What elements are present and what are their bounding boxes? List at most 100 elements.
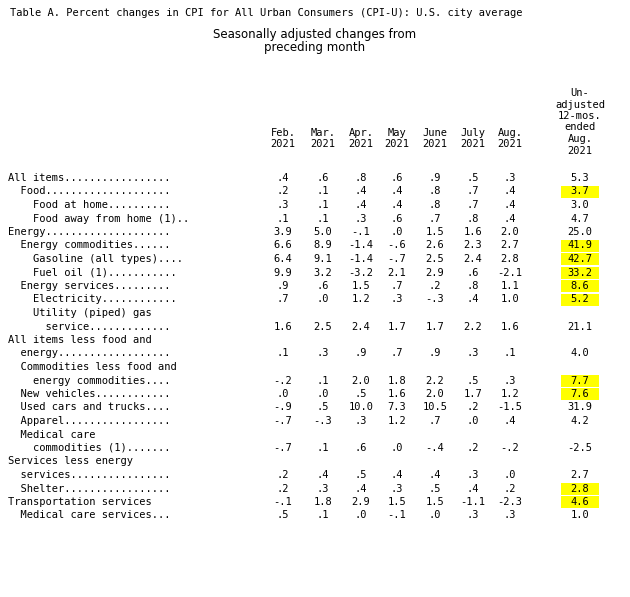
Text: .2: .2 xyxy=(467,402,479,413)
Text: .6: .6 xyxy=(317,281,329,291)
Text: 12-mos.: 12-mos. xyxy=(558,111,602,121)
Text: Medical care services...: Medical care services... xyxy=(8,510,171,521)
Text: 9.9: 9.9 xyxy=(273,267,292,278)
Text: -.2: -.2 xyxy=(273,376,292,386)
Text: -1.4: -1.4 xyxy=(348,254,374,264)
Text: 1.5: 1.5 xyxy=(352,281,370,291)
Text: 7.6: 7.6 xyxy=(571,389,590,399)
Text: -.6: -.6 xyxy=(387,241,406,251)
Text: .5: .5 xyxy=(277,510,289,521)
Text: Mar.: Mar. xyxy=(311,128,336,138)
Text: -2.3: -2.3 xyxy=(498,497,522,507)
Text: 2.5: 2.5 xyxy=(426,254,444,264)
Text: July: July xyxy=(461,128,486,138)
Text: .1: .1 xyxy=(504,349,516,359)
Text: .4: .4 xyxy=(504,214,516,223)
Text: .3: .3 xyxy=(355,214,367,223)
Text: -1.1: -1.1 xyxy=(461,497,486,507)
Text: 2.1: 2.1 xyxy=(387,267,406,278)
Text: .0: .0 xyxy=(317,389,329,399)
Text: Transportation services: Transportation services xyxy=(8,497,152,507)
Text: .3: .3 xyxy=(467,510,479,521)
Text: .3: .3 xyxy=(391,484,403,494)
Text: .3: .3 xyxy=(355,416,367,426)
Text: .1: .1 xyxy=(317,443,329,453)
Text: Electricity............: Electricity............ xyxy=(8,294,177,304)
Text: 2.0: 2.0 xyxy=(352,376,370,386)
Text: -.3: -.3 xyxy=(426,294,444,304)
Text: 4.2: 4.2 xyxy=(571,416,590,426)
Text: .4: .4 xyxy=(504,416,516,426)
Text: .3: .3 xyxy=(504,510,516,521)
Text: 2021: 2021 xyxy=(384,139,410,149)
Bar xyxy=(561,239,599,252)
Bar xyxy=(561,253,599,266)
Text: .0: .0 xyxy=(317,294,329,304)
Text: Apr.: Apr. xyxy=(348,128,374,138)
Text: All items less food and: All items less food and xyxy=(8,335,152,345)
Text: 1.5: 1.5 xyxy=(426,227,444,237)
Text: 1.6: 1.6 xyxy=(273,322,292,331)
Text: .8: .8 xyxy=(429,186,441,196)
Text: .7: .7 xyxy=(391,349,403,359)
Text: 1.2: 1.2 xyxy=(387,416,406,426)
Text: .9: .9 xyxy=(277,281,289,291)
Text: -.2: -.2 xyxy=(501,443,519,453)
Text: .8: .8 xyxy=(467,281,479,291)
Text: .4: .4 xyxy=(504,200,516,210)
Text: .7: .7 xyxy=(429,214,441,223)
Text: May: May xyxy=(387,128,406,138)
Text: 3.2: 3.2 xyxy=(314,267,333,278)
Text: Shelter.................: Shelter................. xyxy=(8,484,171,494)
Text: 1.7: 1.7 xyxy=(426,322,444,331)
Text: Feb.: Feb. xyxy=(270,128,295,138)
Text: .1: .1 xyxy=(317,510,329,521)
Text: Food....................: Food.................... xyxy=(8,186,171,196)
Text: .4: .4 xyxy=(355,484,367,494)
Text: Services less energy: Services less energy xyxy=(8,457,133,466)
Text: adjusted: adjusted xyxy=(555,100,605,109)
Text: 2021: 2021 xyxy=(270,139,295,149)
Text: 2.9: 2.9 xyxy=(352,497,370,507)
Text: .6: .6 xyxy=(317,173,329,183)
Text: -.1: -.1 xyxy=(352,227,370,237)
Text: .3: .3 xyxy=(317,484,329,494)
Text: 1.2: 1.2 xyxy=(501,389,519,399)
Text: .6: .6 xyxy=(355,443,367,453)
Text: Medical care: Medical care xyxy=(8,429,96,439)
Text: .6: .6 xyxy=(391,214,403,223)
Text: 5.3: 5.3 xyxy=(571,173,590,183)
Text: Table A. Percent changes in CPI for All Urban Consumers (CPI-U): U.S. city avera: Table A. Percent changes in CPI for All … xyxy=(10,8,522,18)
Text: .7: .7 xyxy=(429,416,441,426)
Text: .4: .4 xyxy=(504,186,516,196)
Text: .9: .9 xyxy=(429,349,441,359)
Text: .3: .3 xyxy=(467,349,479,359)
Text: .0: .0 xyxy=(504,470,516,480)
Bar xyxy=(561,186,599,198)
Text: Utility (piped) gas: Utility (piped) gas xyxy=(8,308,152,318)
Text: 3.0: 3.0 xyxy=(571,200,590,210)
Text: energy commodities....: energy commodities.... xyxy=(8,376,171,386)
Text: June: June xyxy=(423,128,447,138)
Text: .5: .5 xyxy=(467,173,479,183)
Text: 1.6: 1.6 xyxy=(501,322,519,331)
Text: .3: .3 xyxy=(504,376,516,386)
Text: .4: .4 xyxy=(355,200,367,210)
Text: 2.7: 2.7 xyxy=(571,470,590,480)
Text: 1.6: 1.6 xyxy=(464,227,483,237)
Text: Aug.: Aug. xyxy=(568,134,592,144)
Text: 1.0: 1.0 xyxy=(501,294,519,304)
Text: .2: .2 xyxy=(277,186,289,196)
Text: 33.2: 33.2 xyxy=(568,267,592,278)
Text: .0: .0 xyxy=(429,510,441,521)
Text: 1.7: 1.7 xyxy=(387,322,406,331)
Text: .1: .1 xyxy=(317,376,329,386)
Text: 2021: 2021 xyxy=(568,146,592,155)
Text: .3: .3 xyxy=(504,173,516,183)
Text: 10.0: 10.0 xyxy=(348,402,374,413)
Text: 2.4: 2.4 xyxy=(352,322,370,331)
Text: 4.0: 4.0 xyxy=(571,349,590,359)
Text: energy..................: energy.................. xyxy=(8,349,171,359)
Text: .7: .7 xyxy=(467,200,479,210)
Text: -.1: -.1 xyxy=(387,510,406,521)
